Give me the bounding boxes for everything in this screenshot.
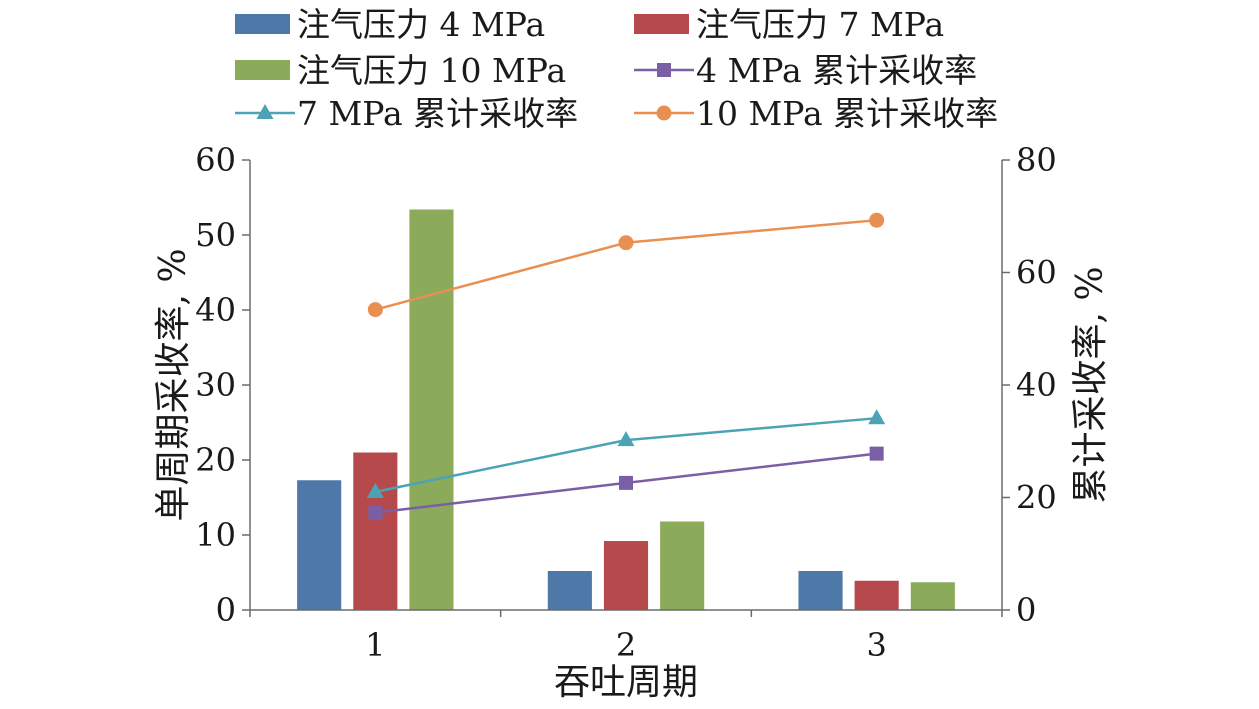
y-tick-label: 60 bbox=[195, 141, 236, 179]
bar bbox=[854, 580, 899, 610]
y-tick-label: 10 bbox=[195, 516, 236, 554]
tick-marks: 0 10 20 30 40 50 60 0 20 40 60 80 1 2 3 bbox=[195, 141, 1056, 664]
x-tick-label: 2 bbox=[616, 626, 636, 664]
line-marks bbox=[366, 212, 886, 520]
y2-tick-label: 60 bbox=[1016, 254, 1057, 292]
line-point bbox=[366, 482, 384, 498]
line-point bbox=[869, 212, 885, 228]
legend-swatch bbox=[235, 60, 290, 80]
legend-label: 注气压力 4 MPa bbox=[297, 5, 545, 44]
legend-label: 注气压力 7 MPa bbox=[696, 5, 944, 44]
line-point bbox=[367, 302, 383, 318]
legend-label: 4 MPa 累计采收率 bbox=[696, 51, 977, 90]
y2-tick-label: 0 bbox=[1016, 591, 1036, 629]
line-point bbox=[657, 63, 671, 77]
y2-tick-label: 20 bbox=[1016, 479, 1057, 517]
y2-tick-label: 80 bbox=[1016, 141, 1057, 179]
bar bbox=[353, 452, 398, 610]
x-tick-label: 3 bbox=[866, 626, 886, 664]
legend-swatch bbox=[235, 14, 290, 34]
bar bbox=[910, 582, 955, 610]
y-axis-title: 单周期采收率, % bbox=[153, 248, 194, 521]
x-axis-title: 吞吐周期 bbox=[554, 662, 698, 703]
y2-tick-label: 40 bbox=[1016, 366, 1057, 404]
bar bbox=[660, 521, 705, 610]
bar bbox=[297, 480, 342, 610]
legend: 注气压力 4 MPa 注气压力 7 MPa 注气压力 10 MPa 4 MPa 累计采… bbox=[235, 5, 998, 133]
y-tick-label: 20 bbox=[195, 441, 236, 479]
y2-axis-title: 累计采收率, % bbox=[1070, 266, 1111, 503]
line-point bbox=[618, 235, 634, 251]
line-point bbox=[869, 446, 884, 461]
y-tick-label: 40 bbox=[195, 291, 236, 329]
bar bbox=[409, 209, 454, 610]
y-tick-label: 50 bbox=[195, 216, 236, 254]
line-point bbox=[256, 104, 274, 119]
y-tick-label: 30 bbox=[195, 366, 236, 404]
legend-label: 注气压力 10 MPa bbox=[297, 51, 566, 90]
line-point bbox=[368, 505, 383, 520]
line-point bbox=[656, 105, 672, 121]
legend-label: 7 MPa 累计采收率 bbox=[297, 94, 578, 133]
legend-swatch bbox=[634, 14, 689, 34]
bar bbox=[547, 571, 592, 610]
line-point bbox=[617, 431, 635, 447]
line-point bbox=[619, 475, 633, 490]
bar bbox=[603, 541, 649, 610]
x-tick-label: 1 bbox=[365, 626, 385, 664]
y-tick-label: 0 bbox=[216, 591, 236, 629]
line-point bbox=[868, 409, 886, 425]
legend-label: 10 MPa 累计采收率 bbox=[696, 94, 998, 133]
bar-marks bbox=[297, 209, 955, 610]
bar bbox=[798, 571, 843, 610]
